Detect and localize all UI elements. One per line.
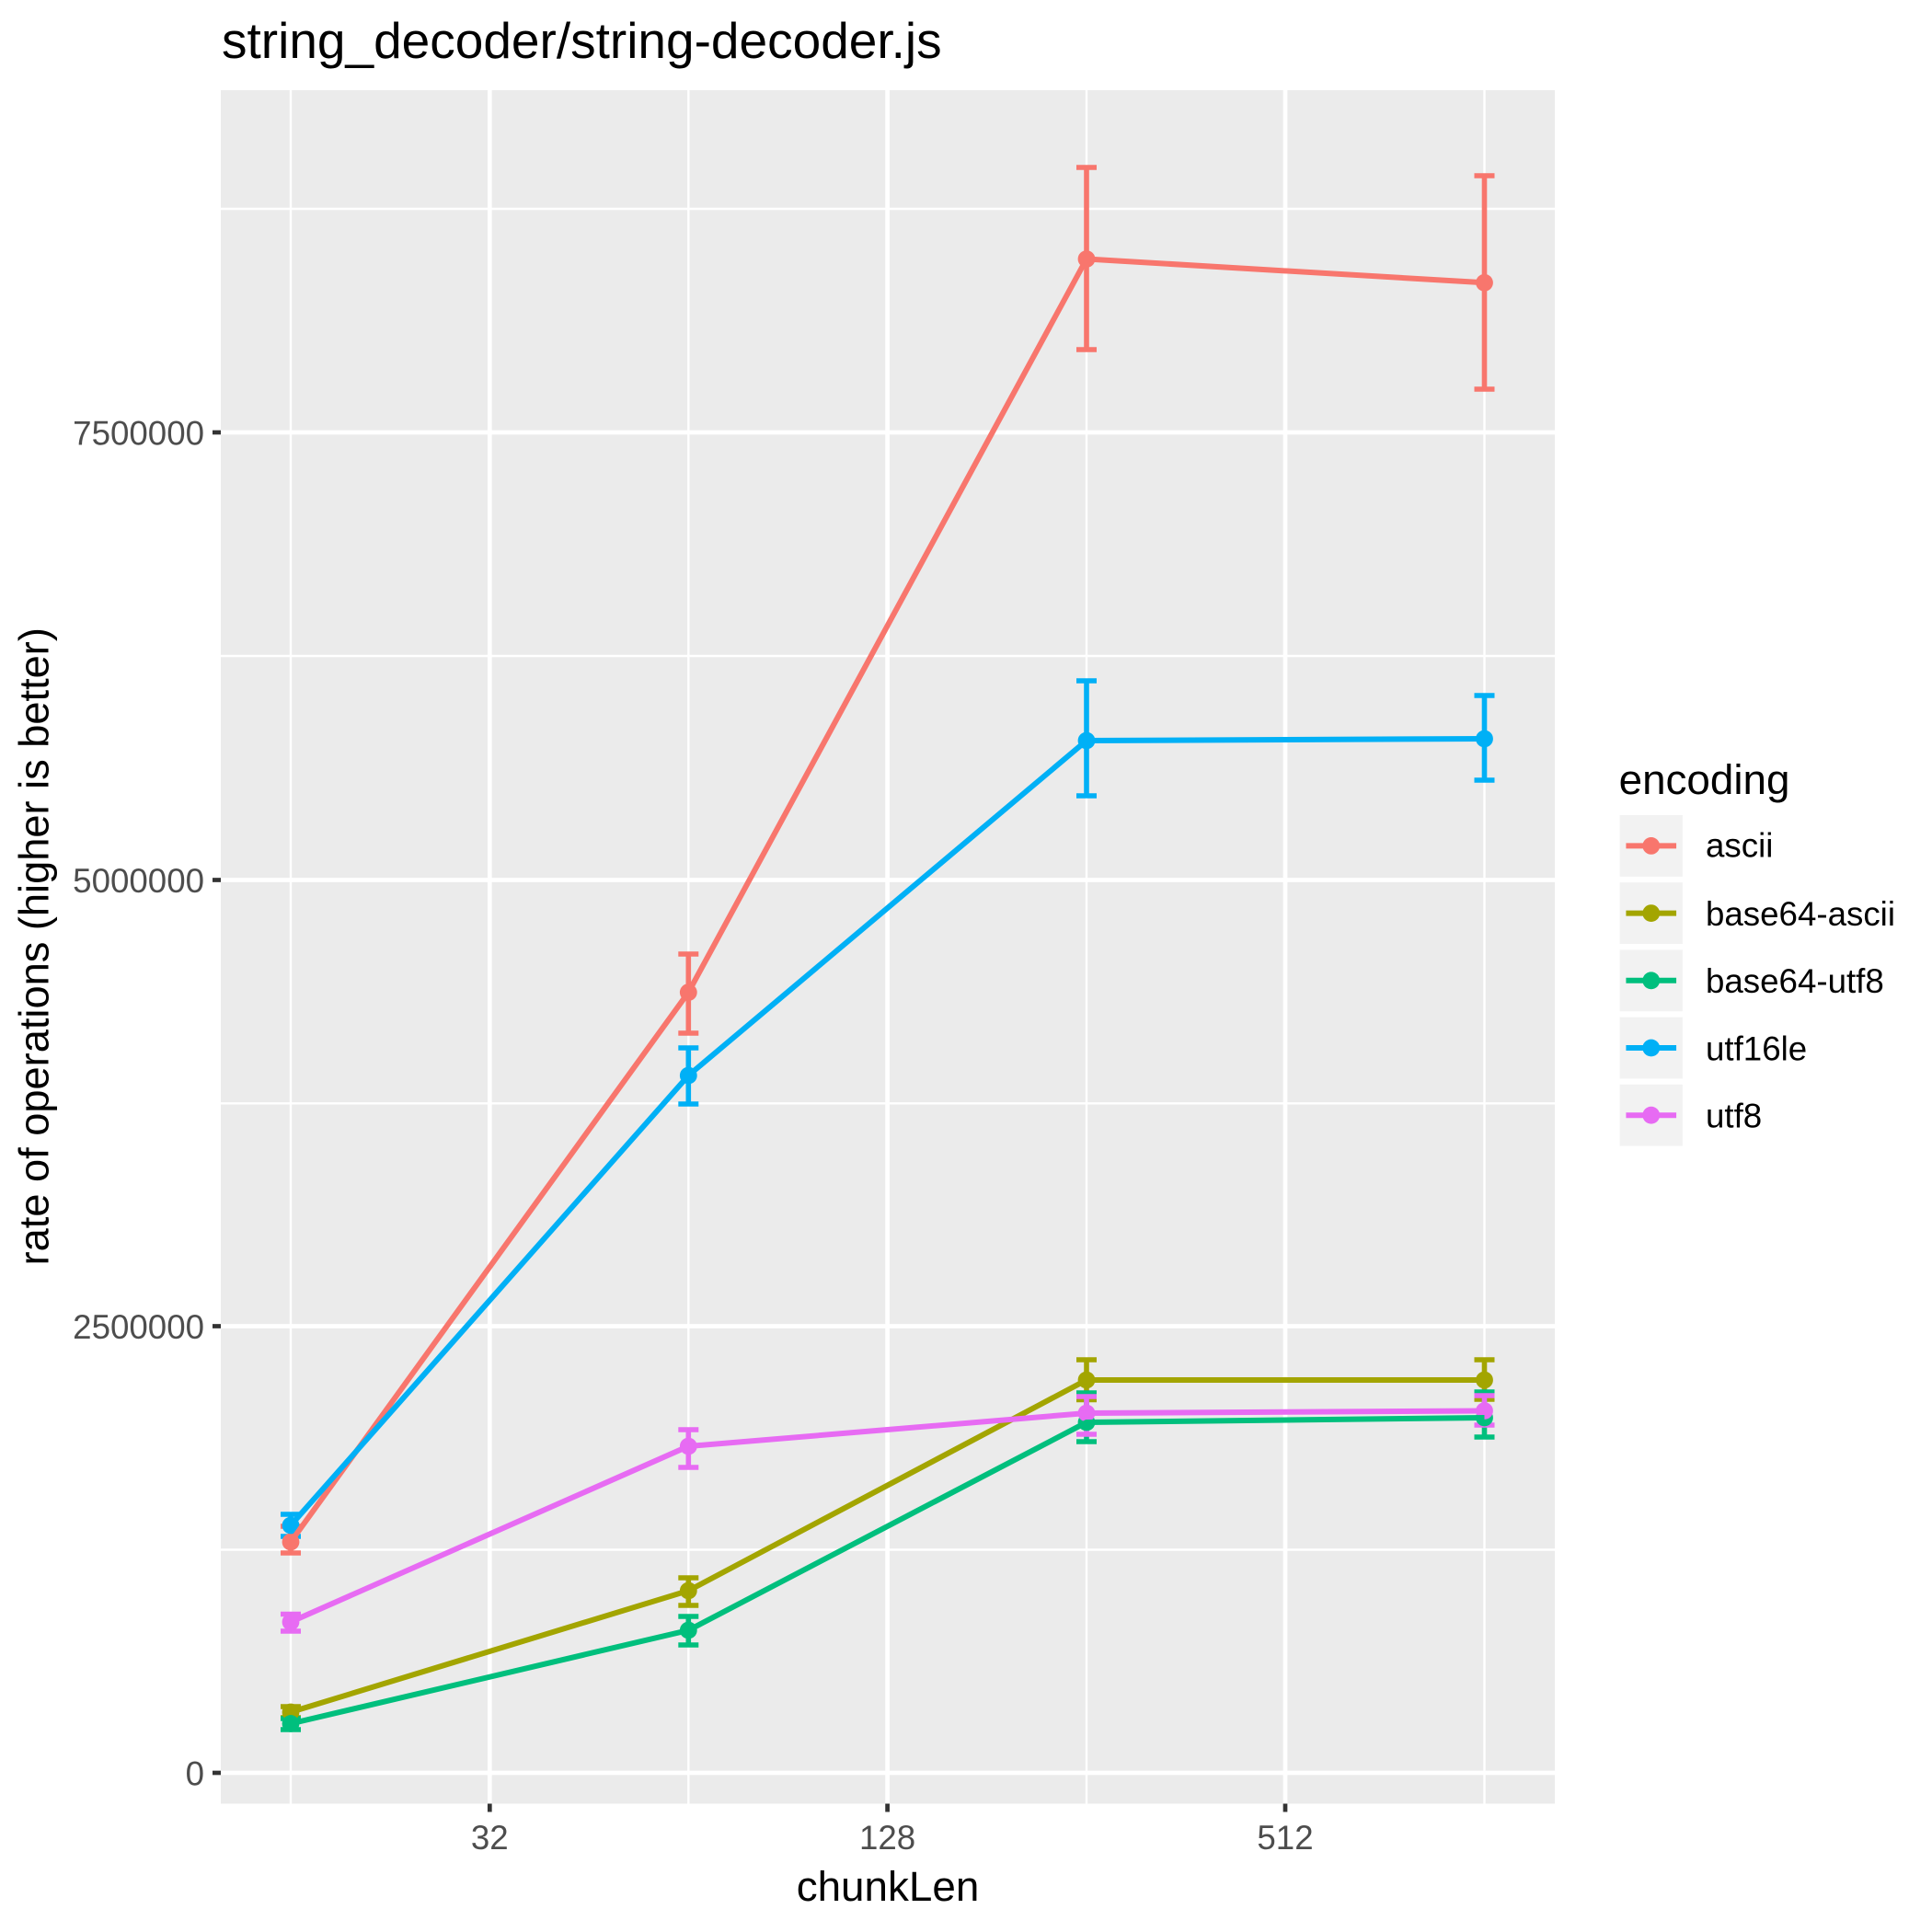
svg-text:5000000: 5000000 (73, 862, 204, 900)
svg-text:0: 0 (186, 1754, 204, 1792)
svg-text:rate of operations (higher is: rate of operations (higher is better) (10, 627, 57, 1265)
svg-text:ascii: ascii (1706, 827, 1773, 865)
svg-text:2500000: 2500000 (73, 1308, 204, 1346)
svg-text:string_decoder/string-decoder.: string_decoder/string-decoder.js (222, 12, 942, 69)
svg-text:512: 512 (1257, 1819, 1313, 1857)
svg-text:base64-ascii: base64-ascii (1706, 895, 1895, 933)
svg-text:chunkLen: chunkLen (797, 1863, 980, 1910)
svg-text:encoding: encoding (1619, 756, 1790, 803)
svg-text:7500000: 7500000 (73, 414, 204, 452)
svg-text:base64-utf8: base64-utf8 (1706, 962, 1884, 1000)
svg-text:32: 32 (471, 1819, 509, 1857)
svg-text:128: 128 (859, 1819, 915, 1857)
svg-text:utf16le: utf16le (1706, 1029, 1807, 1067)
svg-text:utf8: utf8 (1706, 1098, 1762, 1135)
